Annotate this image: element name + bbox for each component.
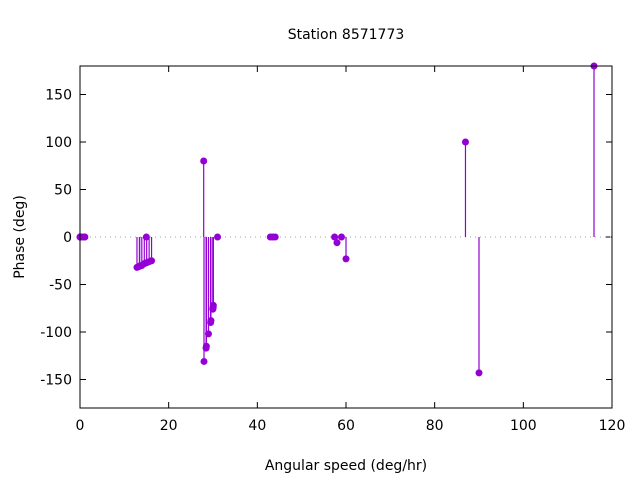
y-tick-label: 150	[45, 88, 72, 104]
data-point	[200, 357, 208, 365]
y-tick-label: -50	[49, 278, 72, 294]
x-tick-label: 40	[248, 418, 266, 434]
data-point	[337, 233, 345, 241]
y-tick-label: -150	[40, 373, 72, 389]
x-tick-label: 80	[426, 418, 444, 434]
data-point	[200, 157, 208, 165]
y-tick-label: 100	[45, 135, 72, 151]
data-point	[202, 342, 210, 350]
axis-ticks: 0 20 40 60 80 100 120 -150 -100 -50 0 50 100 150	[40, 66, 625, 434]
data-point	[271, 233, 279, 241]
x-tick-label: 20	[160, 418, 178, 434]
chart-title: Station 8571773	[288, 27, 405, 43]
x-axis-label: Angular speed (deg/hr)	[265, 458, 427, 474]
plot-frame	[79, 65, 613, 409]
data-point	[475, 369, 483, 377]
x-tick-label: 60	[337, 418, 355, 434]
y-tick-label: 0	[63, 230, 72, 246]
x-tick-label: 100	[510, 418, 537, 434]
data-point	[331, 233, 339, 241]
y-tick-label: -100	[40, 325, 72, 341]
x-tick-label: 120	[599, 418, 626, 434]
data-marks	[76, 62, 598, 377]
data-point	[333, 239, 341, 247]
data-point	[148, 257, 156, 265]
data-point	[204, 330, 212, 338]
y-tick-label: 50	[54, 183, 72, 199]
x-tick-label: 0	[76, 418, 85, 434]
y-axis-label: Phase (deg)	[12, 195, 28, 279]
data-point	[461, 138, 469, 146]
data-point	[207, 317, 215, 325]
data-point	[209, 301, 217, 309]
data-point	[214, 233, 222, 241]
data-point	[81, 233, 89, 241]
data-point	[342, 255, 350, 263]
